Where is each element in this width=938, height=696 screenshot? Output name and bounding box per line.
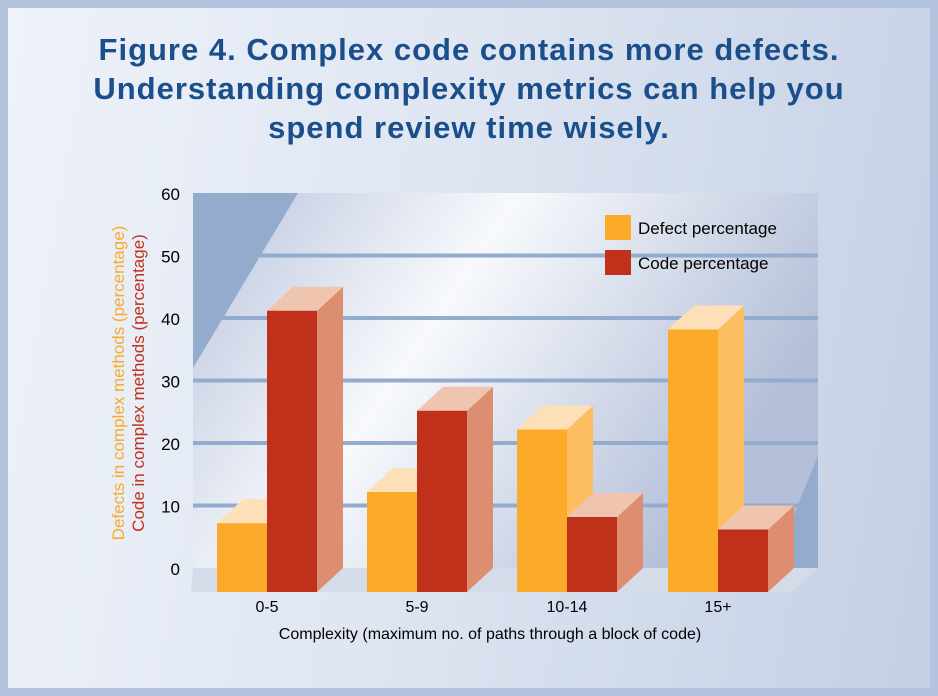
- bar-top: [718, 505, 794, 530]
- x-tick-label: 10-14: [547, 599, 588, 616]
- bar-defect-0-5: [217, 523, 267, 592]
- bar-defect-15+: [668, 329, 718, 592]
- bar-side: [768, 505, 794, 592]
- y-tick-label: 40: [161, 310, 180, 329]
- y-tick-label: 60: [161, 185, 180, 204]
- bar-top: [517, 405, 593, 430]
- y-axis-label: Code in complex methods (percentage): [129, 234, 148, 532]
- title-line-1: Figure 4. Complex code contains more def…: [98, 32, 840, 67]
- y-tick-label: 0: [171, 560, 180, 579]
- y-tick-label: 50: [161, 248, 180, 267]
- x-axis-label: Complexity (maximum no. of paths through…: [279, 626, 701, 643]
- bar-top: [267, 286, 343, 311]
- bar-side: [317, 286, 343, 592]
- y-tick-label: 20: [161, 435, 180, 454]
- y-axis-label: Defects in complex methods (percentage): [109, 226, 128, 541]
- legend-swatch: [605, 250, 631, 275]
- x-tick-label: 0-5: [255, 599, 278, 616]
- bar-code-5-9: [417, 410, 467, 592]
- title-line-3: spend review time wisely.: [268, 110, 670, 145]
- bar-top: [417, 386, 493, 411]
- bar-code-15+: [718, 529, 768, 592]
- y-tick-label: 30: [161, 373, 180, 392]
- y-tick-label: 10: [161, 498, 180, 517]
- x-tick-label: 15+: [704, 599, 731, 616]
- legend-label: Defect percentage: [638, 219, 777, 238]
- bar-top: [668, 305, 744, 330]
- x-tick-label: 5-9: [405, 599, 428, 616]
- chart-title: Figure 4. Complex code contains more def…: [0, 30, 938, 147]
- bar-side: [467, 386, 493, 592]
- wall-shade-left: [193, 193, 298, 368]
- legend-swatch: [605, 215, 631, 240]
- bar-code-10-14: [567, 517, 617, 592]
- bar-defect-5-9: [367, 492, 417, 592]
- title-line-2: Understanding complexity metrics can hel…: [93, 71, 845, 106]
- legend-label: Code percentage: [638, 254, 768, 273]
- bar-defect-10-14: [517, 429, 567, 592]
- bar-side: [617, 493, 643, 592]
- floor: [191, 568, 818, 592]
- bar-top: [567, 493, 643, 517]
- bar-code-0-5: [267, 310, 317, 592]
